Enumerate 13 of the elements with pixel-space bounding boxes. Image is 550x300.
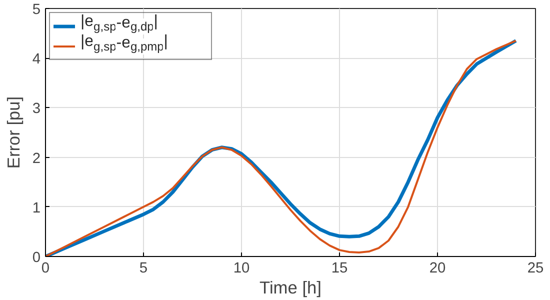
y-axis-title: Error [pu] — [3, 96, 24, 169]
x-tick-label: 10 — [233, 260, 250, 276]
x-tick-label: 5 — [139, 260, 148, 276]
y-tick-label: 1 — [32, 200, 41, 216]
y-tick-label: 3 — [32, 101, 41, 118]
y-tick-label: 2 — [32, 150, 41, 167]
y-tick-label: 5 — [32, 2, 41, 18]
y-tick-label: 0 — [32, 250, 41, 266]
x-tick-label: 25 — [527, 260, 544, 276]
x-axis-title: Time [h] — [260, 278, 322, 298]
y-tick-label: 4 — [32, 52, 41, 68]
x-tick-label: 20 — [429, 260, 446, 276]
x-tick-label: 15 — [331, 260, 348, 276]
